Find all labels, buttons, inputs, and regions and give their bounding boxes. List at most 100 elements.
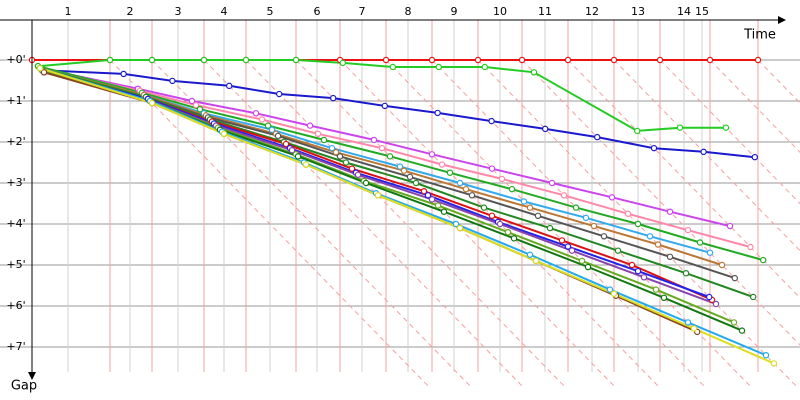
lap-point [634, 267, 642, 275]
x-tick-label: 4 [221, 5, 228, 18]
lap-point [608, 194, 616, 201]
y-tick-label: +7' [6, 340, 25, 353]
lap-point [428, 196, 436, 203]
x-tick-label: 7 [359, 5, 366, 18]
x-tick-label: 12 [585, 5, 599, 18]
series-line [37, 65, 764, 262]
lap-point [428, 56, 436, 64]
lap-point [510, 235, 518, 242]
x-tick-label: 14 [677, 5, 691, 18]
lap-point [751, 153, 759, 161]
lap-point [446, 169, 454, 176]
lap-point [718, 261, 726, 269]
lap-point [438, 161, 446, 168]
lap-point [600, 233, 608, 240]
series-line [41, 69, 710, 298]
lap-point [276, 90, 283, 98]
lap-diagonal [521, 59, 800, 346]
x-tick-label: 9 [451, 5, 458, 18]
lap-point [594, 133, 601, 141]
y-axis-label: Gap [11, 379, 37, 394]
lap-point [526, 251, 534, 258]
lap-point [738, 327, 746, 334]
lap-point [656, 56, 664, 64]
lap-point [440, 208, 448, 215]
lap-point [760, 256, 767, 264]
x-tick-label: 1 [65, 5, 72, 18]
lap-point [706, 56, 714, 64]
lap-point [488, 117, 495, 125]
lap-point [700, 148, 707, 156]
lap-diagonal [709, 59, 800, 153]
lap-point [282, 140, 290, 148]
lap-point [730, 319, 738, 326]
lap-point [452, 220, 460, 228]
lap-point [382, 56, 390, 64]
lap-point [424, 192, 432, 199]
lap-point [750, 293, 757, 301]
lap-point [120, 70, 127, 78]
lap-point [712, 300, 720, 308]
lap-point [666, 208, 674, 215]
lap-point [428, 151, 436, 158]
lap-point [220, 130, 228, 137]
lap-point [294, 153, 302, 160]
lap-point [196, 105, 204, 113]
lap-point [754, 56, 762, 64]
lap-point [400, 167, 408, 174]
lap-point [762, 352, 770, 359]
lap-point [242, 56, 250, 64]
x-tick-label: 3 [175, 5, 182, 18]
lap-point [606, 286, 614, 293]
lap-point [200, 56, 208, 64]
x-tick-label: 15 [695, 5, 709, 18]
lap-point [652, 286, 660, 293]
lap-point [578, 257, 586, 265]
y-tick-label: +2' [6, 135, 25, 148]
lap-point [320, 136, 328, 144]
lap-point [564, 243, 572, 250]
y-tick-label: +3' [6, 176, 25, 189]
lap-point [435, 63, 442, 71]
lap-point [696, 239, 704, 246]
lap-point [354, 171, 362, 178]
lap-point [610, 290, 618, 297]
lap-point [378, 144, 386, 152]
lap-point [434, 202, 442, 209]
lap-point [328, 144, 336, 152]
lap-point [532, 257, 540, 265]
lap-point [292, 56, 300, 64]
lap-point [468, 192, 476, 199]
lap-point [488, 165, 496, 172]
lap-point [666, 253, 674, 260]
lap-point [624, 210, 632, 217]
lap-point [148, 56, 156, 64]
lap-point [628, 261, 636, 269]
lap-point [386, 153, 394, 160]
lap-point [684, 319, 692, 326]
lap-point [676, 124, 684, 131]
lap-point [36, 64, 44, 72]
series-line [39, 67, 775, 365]
lap-point [568, 247, 576, 254]
lap-point [456, 179, 464, 187]
lap-point [770, 360, 778, 367]
lap-point [462, 185, 470, 193]
lap-point [264, 122, 272, 129]
lap-point [660, 294, 668, 301]
lap-point [634, 220, 642, 228]
lap-point [412, 179, 420, 187]
lap-diagonal [109, 59, 431, 389]
plot-area [28, 56, 778, 367]
x-axis-label: Time [743, 28, 776, 43]
lap-point [188, 97, 196, 105]
lap-point [564, 56, 572, 64]
x-tick-label: 6 [314, 5, 321, 18]
lap-point [650, 144, 658, 152]
x-tick-label: 13 [631, 5, 645, 18]
x-tick-label: 8 [405, 5, 412, 18]
lap-point [374, 192, 382, 199]
lap-point [518, 56, 526, 64]
lap-point [258, 116, 266, 123]
lap-point [726, 222, 734, 230]
